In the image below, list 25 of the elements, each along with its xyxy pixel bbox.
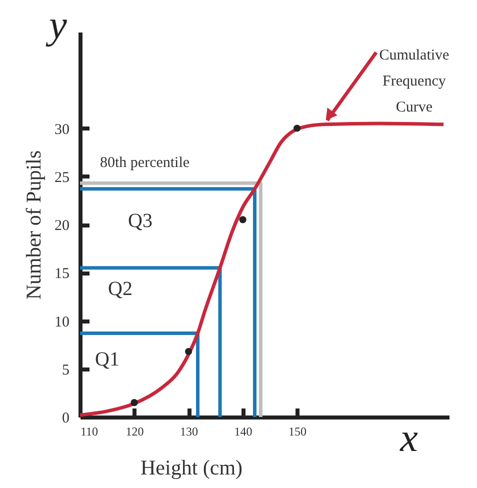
y-tick-label: 0 xyxy=(62,410,70,426)
series-label: Q2 xyxy=(108,278,132,300)
x-tick-label: 110 xyxy=(80,424,98,438)
point xyxy=(294,124,301,132)
series-label: Q1 xyxy=(95,348,120,370)
point xyxy=(184,348,192,356)
point xyxy=(130,399,138,406)
y-tick-label: 5 xyxy=(62,362,70,378)
y-axis-title: Number of Pupils xyxy=(22,150,46,300)
x-axis-title: Height (cm) xyxy=(140,456,243,480)
y-tick-label: 15 xyxy=(54,266,70,282)
series-label: Cumulative Frequency Curve xyxy=(379,47,450,116)
y-tick-label: 30 xyxy=(54,122,70,138)
y-tick-label: 10 xyxy=(54,314,70,330)
point xyxy=(239,216,246,224)
x-tick-label: 120 xyxy=(126,424,144,438)
x-tick-label: 150 xyxy=(288,424,307,438)
x-tick-label: 140 xyxy=(234,424,252,438)
y-tick-label: 20 xyxy=(54,218,70,234)
series-label: Q3 xyxy=(128,210,152,232)
series-label: 80th percentile xyxy=(100,155,190,172)
y-tick-label: 25 xyxy=(54,170,70,186)
x-tick-label: 130 xyxy=(180,424,198,438)
text: y xyxy=(45,2,68,47)
annotation: x xyxy=(399,415,418,460)
